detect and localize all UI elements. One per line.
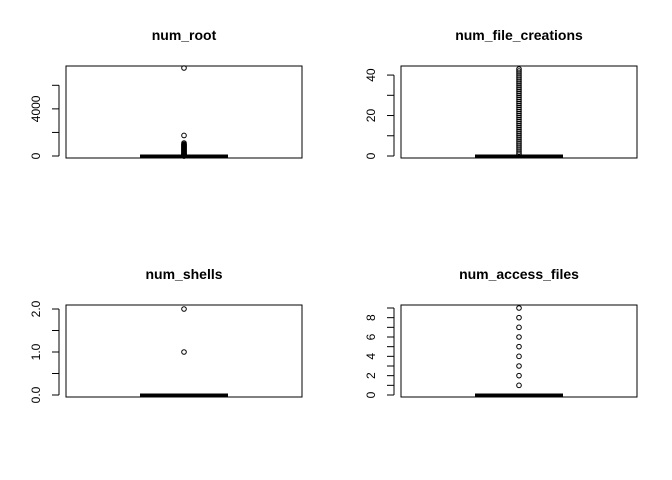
outlier-point [516,334,522,340]
outlier-point [516,147,522,153]
outlier-point [516,112,522,119]
y-tick-label: 2.0 [29,300,43,317]
outlier-point [181,65,187,71]
y-tick-label: 4 [364,353,378,360]
y-tick-label: 8 [364,314,378,321]
outlier-point [181,349,187,355]
outlier-point [516,120,522,127]
outlier-point [516,126,522,133]
outlier-point [516,74,522,80]
chart-title: num_root [152,27,217,43]
y-tick-label: 0.0 [29,386,43,403]
outlier-point [516,106,522,113]
outlier-point [516,100,522,107]
outlier-point [516,305,522,311]
outlier-point [516,72,522,78]
outlier-point [516,70,522,76]
panel-num-shells: num_shells 0.0 1.0 2.0 [29,266,303,403]
plot-frame [65,304,303,398]
chart-title: num_file_creations [455,27,583,43]
outlier-point [516,114,522,121]
outlier-point [516,124,522,131]
outlier-point [516,382,522,389]
outlier-point [516,92,522,99]
outlier-point [516,96,522,103]
box-median-line [475,393,563,397]
outlier-point [516,314,522,321]
outlier-point [181,132,187,139]
outlier-point [516,139,522,145]
panel-num-access-files: num_access_files 0 2 4 6 8 [364,266,638,398]
outlier-point [516,78,522,84]
outlier-point [516,110,522,117]
plot-frame [400,65,638,159]
outlier-point [516,151,522,157]
outlier-point [516,94,522,101]
outlier-point [516,80,522,86]
box-median-line [140,393,228,397]
outlier-point [516,66,522,72]
outlier-point [516,102,522,109]
outlier-point [516,145,522,151]
y-tick-label: 0 [364,152,378,159]
outlier-point [181,306,187,312]
outlier-point [516,122,522,129]
y-tick-label: 6 [364,333,378,340]
outlier-point [516,130,522,137]
outlier-point [516,118,522,125]
y-tick-label: 0 [29,152,43,159]
outlier-point [516,132,522,139]
outlier-point [516,82,522,88]
outlier-point [181,153,187,159]
outlier-point [516,104,522,111]
y-tick-label: 0 [364,391,378,398]
panel-num-file-creations: num_file_creations 0 20 40 [364,27,638,159]
outlier-point [516,88,522,95]
outlier-point [516,116,522,123]
y-tick-label: 40 [364,68,378,82]
outlier-point [516,343,522,350]
outlier-point [516,68,522,74]
outlier-point [516,108,522,115]
y-tick-label: 20 [364,109,378,123]
chart-title: num_shells [145,266,222,282]
outlier-point [516,141,522,147]
outlier-point [516,134,522,141]
outlier-point [516,149,522,155]
outlier-point [516,90,522,97]
outlier-point [516,324,522,331]
y-tick-label: 1.0 [29,343,43,360]
outlier-point [516,363,522,369]
outlier-point [516,372,522,379]
outlier-point [516,137,522,143]
outlier-point [516,128,522,135]
chart-title: num_access_files [459,266,579,282]
outlier-point [516,143,522,149]
outlier-point [516,86,522,93]
plot-frame [400,304,638,398]
outlier-point [516,353,522,360]
outlier-point [516,84,522,91]
outlier-point [516,76,522,82]
y-tick-label: 2 [364,372,378,379]
y-tick-label: 4000 [29,95,43,122]
outlier-point [516,98,522,105]
panel-num-root: num_root 0 4000 [29,27,303,159]
